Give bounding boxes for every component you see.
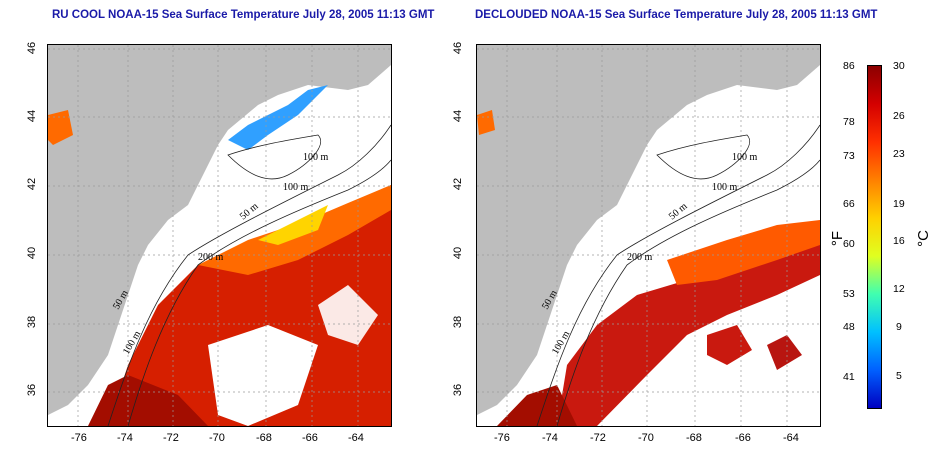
celsius-label: 16	[893, 235, 905, 247]
sst-gulf	[477, 110, 495, 135]
right-x-tick: -64	[783, 432, 799, 444]
left-y-tick: 44	[26, 109, 39, 123]
fahrenheit-label: 60	[843, 238, 855, 250]
right-x-tick: -76	[494, 432, 510, 444]
left-y-tick: 46	[26, 41, 39, 55]
right-y-tick: 44	[452, 109, 465, 123]
left-x-tick: -68	[256, 432, 272, 444]
right-y-tick: 42	[452, 177, 465, 191]
celsius-label: 19	[893, 198, 905, 210]
fahrenheit-unit: °F	[829, 230, 847, 247]
left-x-tick: -70	[209, 432, 225, 444]
sst-patch	[767, 335, 802, 370]
celsius-label: 23	[893, 148, 905, 160]
left-x-tick: -74	[117, 432, 133, 444]
left-map: 100 m 100 m 50 m 200 m 50 m 100 m	[47, 44, 392, 427]
sst-cool-nw	[228, 85, 328, 150]
right-y-tick: 46	[452, 41, 465, 55]
fahrenheit-label: 48	[843, 321, 855, 333]
right-x-tick: -72	[590, 432, 606, 444]
fahrenheit-label: 53	[843, 288, 855, 300]
colorbar	[867, 65, 882, 409]
land	[477, 45, 820, 415]
contour-label: 100 m	[712, 182, 738, 193]
right-y-tick: 38	[452, 315, 465, 329]
right-y-tick: 40	[452, 246, 465, 260]
left-x-tick: -66	[302, 432, 318, 444]
right-panel-title: DECLOUDED NOAA-15 Sea Surface Temperatur…	[475, 9, 878, 21]
fahrenheit-label: 86	[843, 60, 855, 72]
left-panel-title: RU COOL NOAA-15 Sea Surface Temperature …	[52, 9, 435, 21]
fahrenheit-label: 73	[843, 150, 855, 162]
left-x-tick: -76	[71, 432, 87, 444]
celsius-label: 9	[896, 321, 902, 333]
left-y-tick: 36	[26, 383, 39, 397]
celsius-label: 30	[893, 60, 905, 72]
sst-warm	[557, 225, 820, 426]
contour-label: 200 m	[627, 252, 653, 263]
contour-label: 100 m	[303, 152, 329, 163]
celsius-label: 26	[893, 110, 905, 122]
contour-label: 100 m	[550, 329, 572, 357]
right-y-tick: 36	[452, 383, 465, 397]
left-y-tick: 38	[26, 315, 39, 329]
right-map: 100 m 100 m 50 m 200 m 50 m 100 m	[476, 44, 821, 427]
left-x-tick: -72	[163, 432, 179, 444]
sst-yellow	[258, 205, 328, 245]
sst-hot	[88, 375, 208, 426]
land	[48, 45, 391, 415]
left-y-tick: 42	[26, 177, 39, 191]
sst-orange	[667, 220, 820, 285]
contour-label: 50 m	[238, 201, 261, 223]
contour-label: 200 m	[198, 252, 224, 263]
contour-label: 100 m	[732, 152, 758, 163]
sst-patch	[707, 325, 752, 365]
fahrenheit-label: 41	[843, 371, 855, 383]
celsius-label: 12	[893, 283, 905, 295]
cloud	[208, 325, 318, 426]
fahrenheit-label: 78	[843, 116, 855, 128]
left-x-tick: -64	[348, 432, 364, 444]
contour-label: 100 m	[283, 182, 309, 193]
sst-gulf	[48, 110, 73, 145]
celsius-label: 5	[896, 370, 902, 382]
right-x-tick: -66	[735, 432, 751, 444]
celsius-unit: °C	[914, 230, 932, 247]
left-y-tick: 40	[26, 246, 39, 260]
right-x-tick: -68	[686, 432, 702, 444]
contour-label: 50 m	[667, 201, 690, 223]
cloud	[318, 285, 378, 345]
right-x-tick: -74	[542, 432, 558, 444]
right-x-tick: -70	[638, 432, 654, 444]
fahrenheit-label: 66	[843, 198, 855, 210]
